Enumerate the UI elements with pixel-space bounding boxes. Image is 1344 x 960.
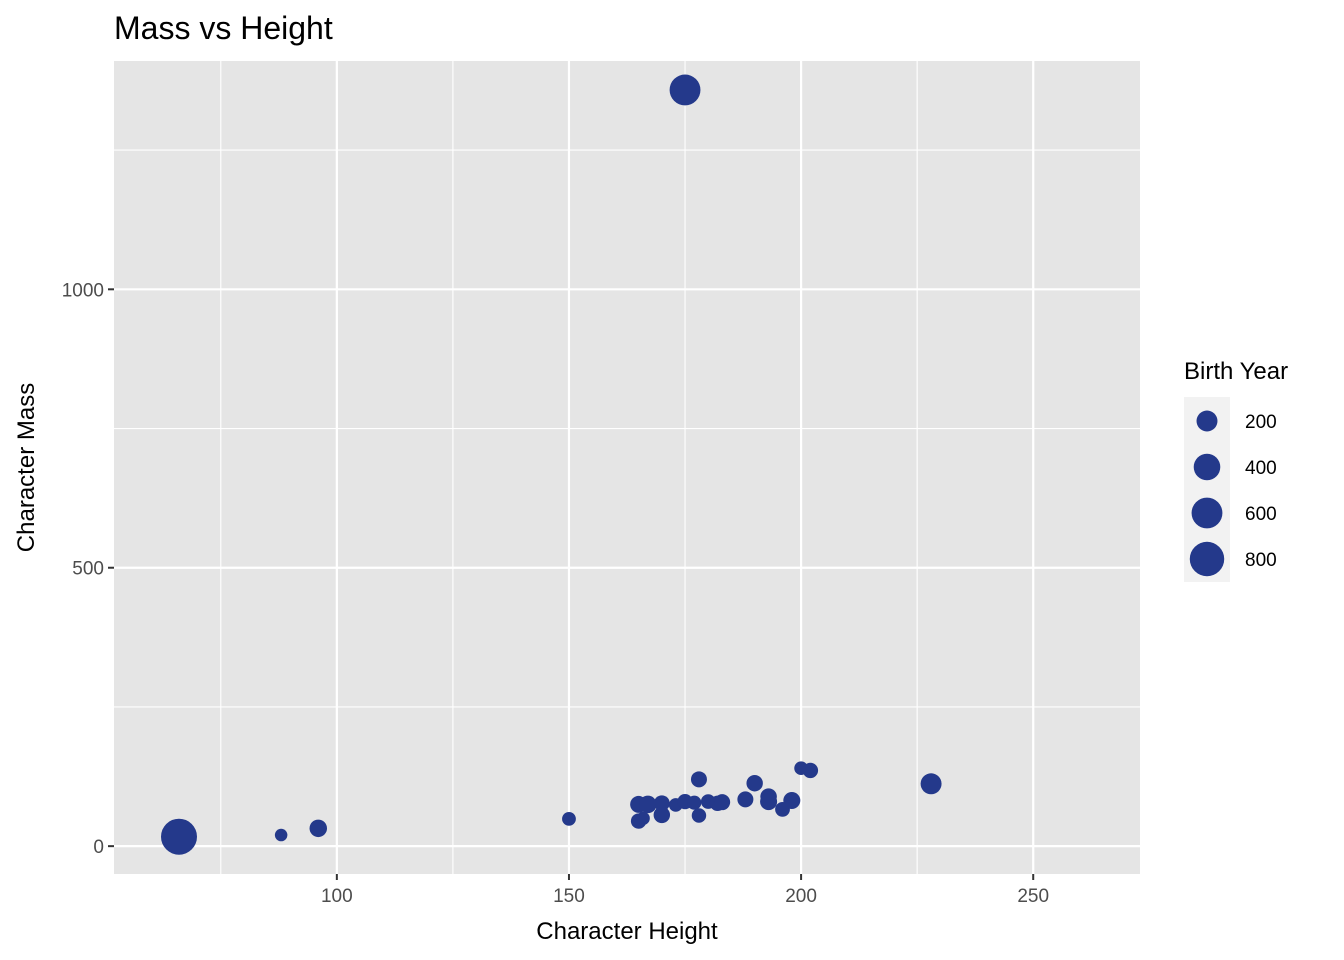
y-axis: 0 500 1000 [62, 280, 114, 858]
x-axis: 100 150 200 250 [321, 874, 1049, 907]
legend: Birth Year 200 400 600 800 [1184, 358, 1288, 582]
data-point-1 [274, 828, 288, 842]
legend-title: Birth Year [1184, 358, 1288, 385]
x-tick-label-0: 100 [321, 886, 353, 907]
data-point-5 [636, 811, 650, 825]
data-point-9 [653, 795, 670, 812]
y-tick-label-1: 500 [72, 559, 104, 580]
legend-key-600 [1191, 497, 1223, 529]
data-point-0 [160, 818, 197, 855]
data-point-23 [783, 791, 801, 810]
data-point-7 [639, 795, 657, 814]
data-point-19 [746, 775, 763, 792]
data-point-25 [802, 762, 819, 779]
y-axis-title: Character Mass [13, 383, 40, 552]
y-tick-label-2: 1000 [62, 280, 104, 301]
legend-key-800 [1189, 541, 1225, 577]
legend-label-400: 400 [1245, 458, 1277, 479]
x-tick-label-3: 250 [1017, 886, 1049, 907]
legend-entries: 200 400 600 800 [1189, 410, 1277, 577]
points-layer [160, 74, 942, 855]
legend-label-800: 800 [1245, 550, 1277, 571]
data-point-17 [714, 794, 731, 811]
data-point-8 [653, 806, 671, 824]
data-point-3 [562, 811, 576, 826]
data-point-21 [760, 793, 778, 811]
data-point-26 [920, 773, 942, 795]
legend-label-200: 200 [1245, 412, 1277, 433]
data-point-2 [309, 819, 328, 838]
data-point-18 [737, 791, 754, 808]
legend-key-400 [1193, 453, 1221, 481]
data-point-13 [691, 808, 707, 823]
legend-key-200 [1196, 410, 1218, 432]
data-point-27 [669, 74, 701, 106]
minor-gridlines [114, 61, 1140, 874]
x-tick-label-1: 150 [553, 886, 585, 907]
x-axis-title: Character Height [536, 918, 718, 945]
plot-panel [114, 61, 1140, 874]
data-point-14 [690, 771, 707, 788]
x-tick-label-2: 200 [785, 886, 817, 907]
data-point-12 [687, 795, 702, 810]
legend-label-600: 600 [1245, 504, 1277, 525]
y-tick-label-0: 0 [93, 837, 104, 858]
major-gridlines [114, 61, 1140, 874]
chart-title: Mass vs Height [114, 10, 333, 46]
